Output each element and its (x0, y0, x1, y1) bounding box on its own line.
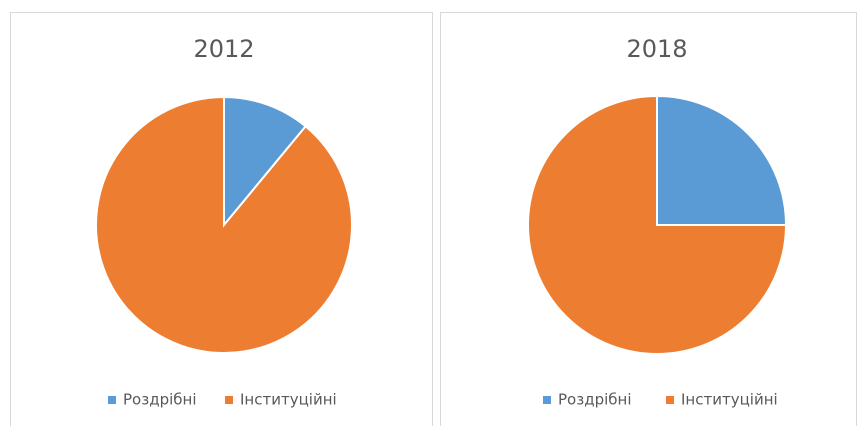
legend-label: Роздрібні (558, 391, 631, 409)
chart-title: 2012 (193, 35, 254, 63)
pie-slice (527, 94, 788, 355)
legend-label: Роздрібні (123, 391, 196, 409)
legend-label: Інституційні (240, 391, 337, 409)
pie-slice (223, 95, 307, 228)
legend-label: Інституційні (681, 391, 778, 409)
chart-title: 2018 (626, 35, 687, 63)
legend-marker (225, 396, 233, 404)
legend-marker (543, 396, 551, 404)
legend-marker (108, 396, 116, 404)
pie-slice (656, 94, 788, 226)
legend-marker (666, 396, 674, 404)
pie-slice (95, 95, 353, 354)
